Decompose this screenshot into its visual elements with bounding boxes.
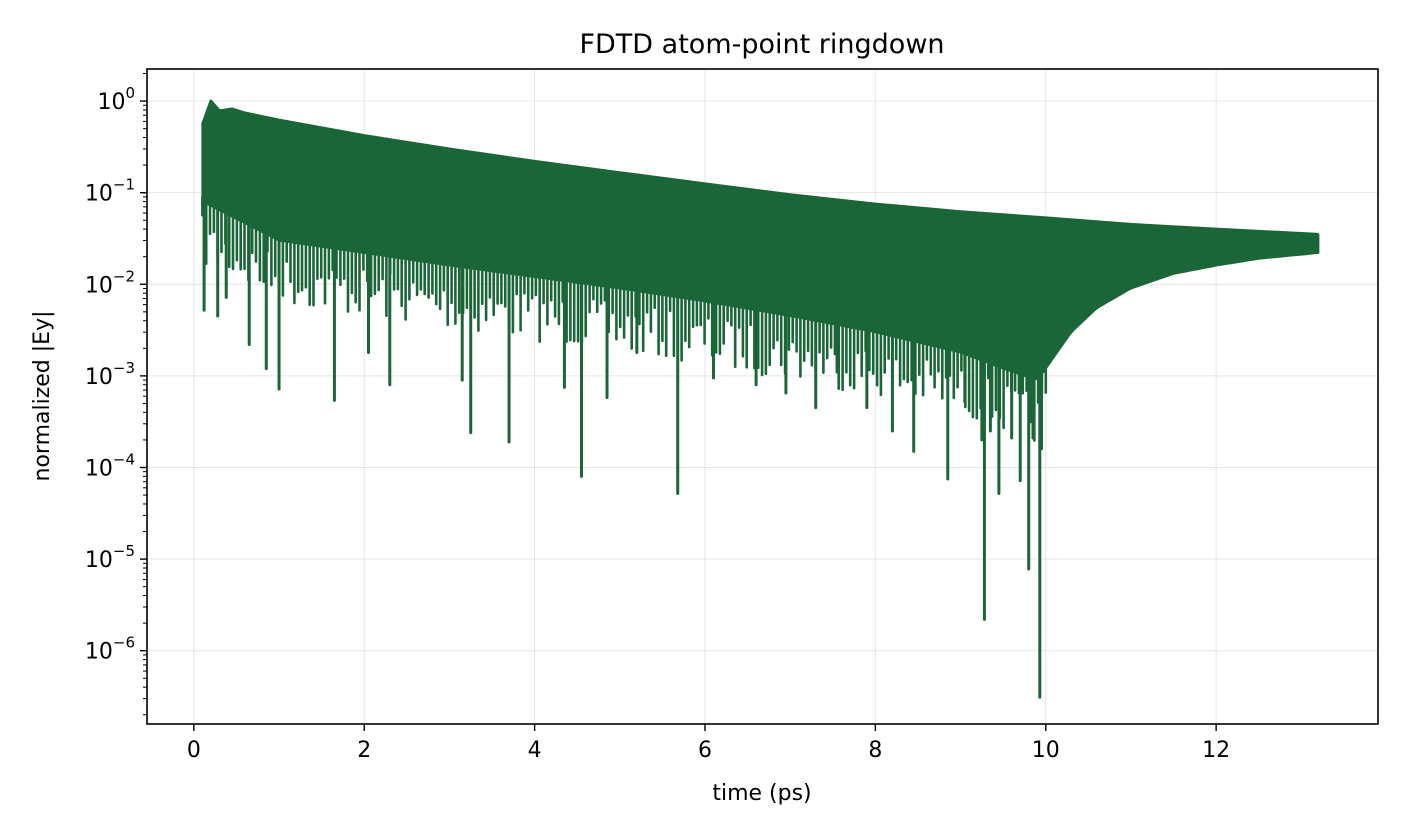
chart-title: FDTD atom-point ringdown (579, 29, 944, 60)
x-tick-label-5: 10 (1032, 738, 1060, 763)
y-tick-label-1: 10−1 (85, 176, 135, 207)
y-tick-base-2: 10 (85, 273, 113, 298)
x-tick-label-6: 12 (1202, 738, 1230, 763)
x-tick-label-0: 0 (187, 738, 201, 763)
x-tick-label-1: 2 (357, 738, 371, 763)
series-ey (200, 99, 1320, 699)
x-axis-label: time (ps) (712, 781, 811, 806)
y-tick-label-5: 10−5 (85, 542, 135, 573)
y-tick-base-6: 10 (85, 640, 113, 665)
y-tick-label-2: 10−2 (85, 267, 135, 298)
x-tick-label-3: 6 (698, 738, 712, 763)
y-tick-exp-6: −6 (113, 634, 135, 652)
y-tick-exp-1: −1 (113, 176, 135, 194)
y-tick-exp-3: −3 (113, 359, 135, 377)
y-axis-label: normalized |Ey| (30, 311, 55, 482)
y-tick-base-5: 10 (85, 548, 113, 573)
series-upper-edge (200, 99, 1319, 236)
x-tick-label-2: 4 (528, 738, 542, 763)
x-tick-label-4: 8 (868, 738, 882, 763)
y-tick-label-3: 10−3 (85, 359, 135, 390)
y-tick-base-4: 10 (85, 456, 113, 481)
y-tick-base-0: 10 (97, 90, 125, 115)
y-tick-exp-4: −4 (113, 450, 135, 468)
y-tick-label-0: 100 (97, 84, 135, 115)
y-tick-exp-0: 0 (125, 84, 135, 102)
grid (147, 69, 1378, 724)
y-tick-exp-5: −5 (113, 542, 135, 560)
y-tick-label-6: 10−6 (85, 634, 135, 665)
y-tick-base-3: 10 (85, 365, 113, 390)
y-tick-exp-2: −2 (113, 267, 135, 285)
x-axis: 0 2 4 6 8 10 12 (187, 724, 1230, 763)
y-tick-label-4: 10−4 (85, 450, 135, 481)
y-tick-base-1: 10 (85, 182, 113, 207)
